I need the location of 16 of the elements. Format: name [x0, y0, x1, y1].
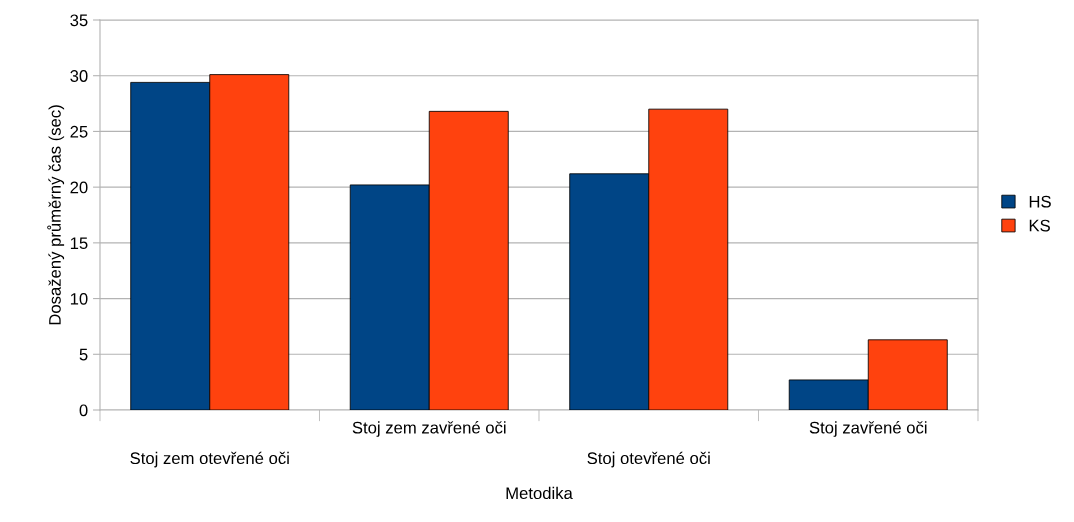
y-axis-title: Dosažený průměrný čas (sec) — [47, 105, 65, 325]
x-tick-label: Stoj zem zavřené oči — [352, 421, 506, 437]
x-tick-label: Stoj otevřené oči — [587, 451, 710, 468]
y-tick-label: 20 — [70, 181, 88, 194]
y-tick-label: 0 — [79, 404, 88, 417]
y-tick-label: 35 — [70, 14, 88, 27]
x-axis-title: Metodika — [506, 486, 573, 500]
y-tick-label: 15 — [70, 237, 88, 250]
x-tick-label: Stoj zem otevřené oči — [130, 451, 289, 468]
legend-label: HS — [1029, 195, 1051, 208]
legend-label: KS — [1029, 219, 1050, 232]
x-tick-label: Stoj zavřené oči — [809, 421, 927, 437]
y-tick-label: 30 — [70, 70, 88, 82]
y-tick-label: 10 — [70, 292, 88, 305]
y-tick-label: 5 — [79, 348, 88, 361]
y-tick-label: 25 — [70, 125, 88, 138]
